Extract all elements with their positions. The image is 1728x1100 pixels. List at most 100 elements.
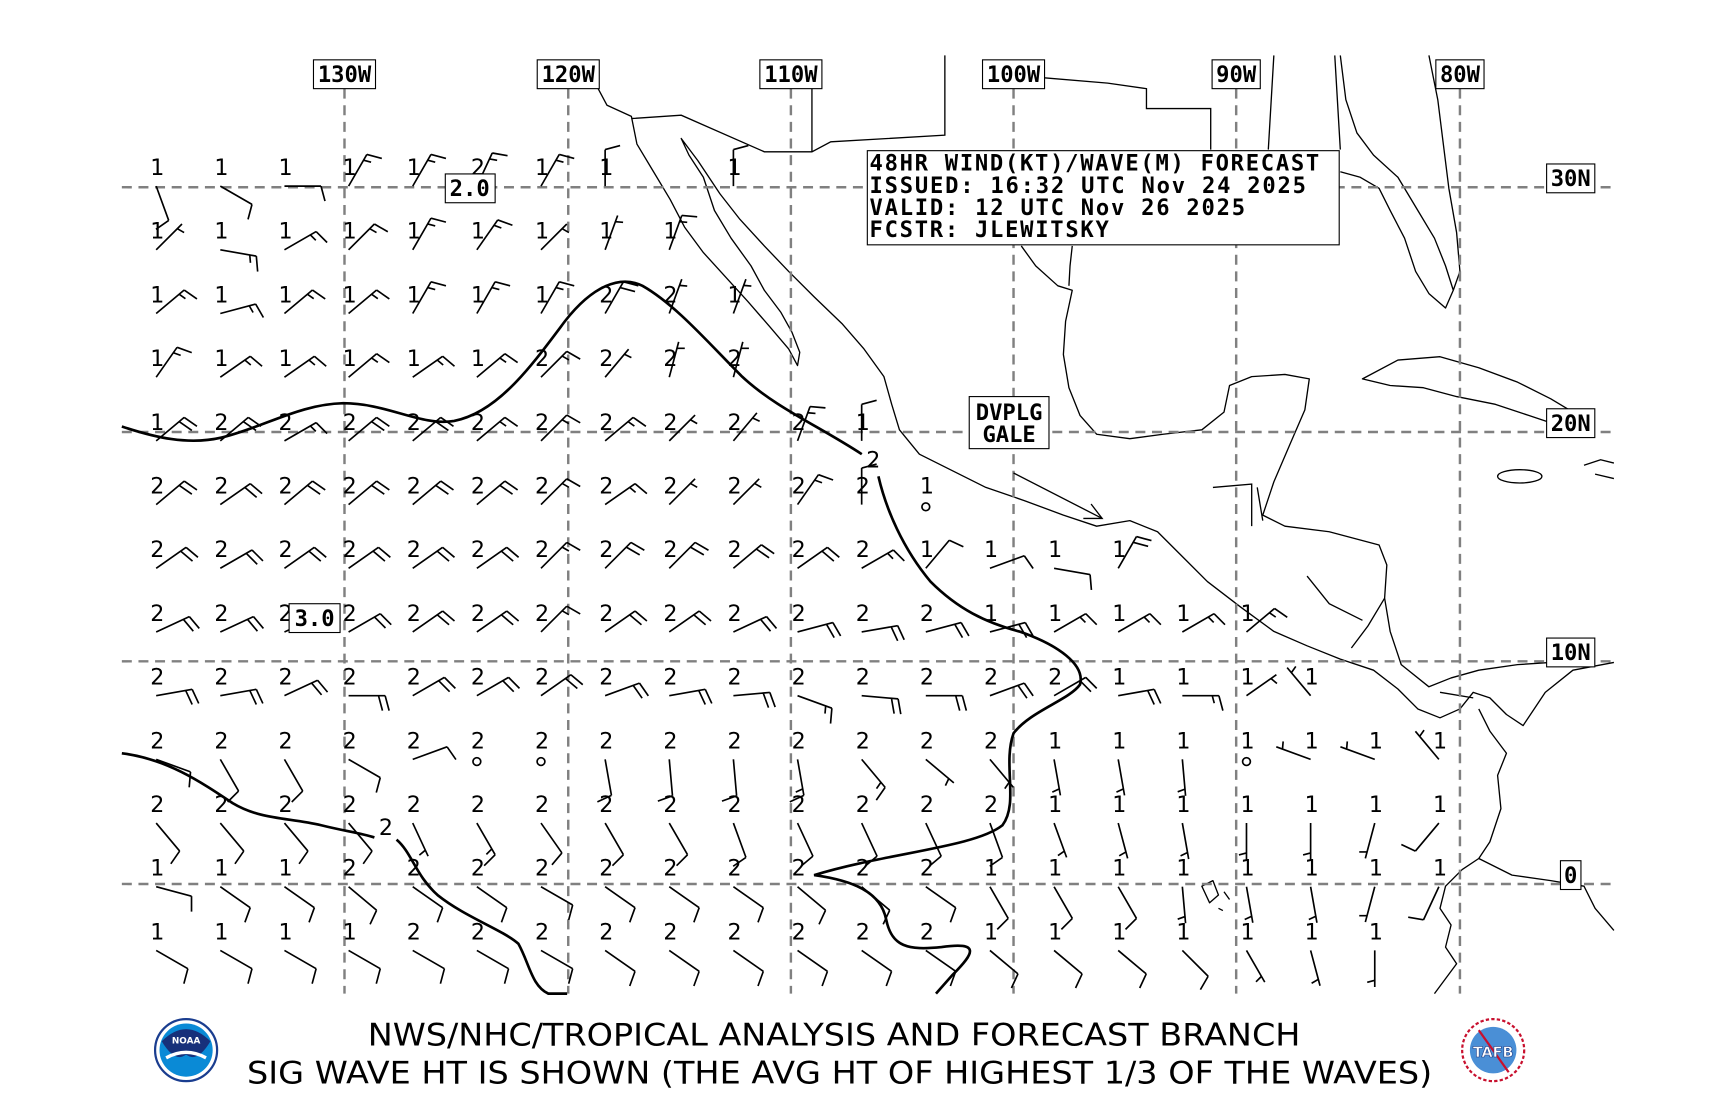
wind-barb-icon	[668, 278, 688, 314]
wind-barb-icon	[1117, 612, 1162, 633]
warning-line1: DVPLG	[976, 400, 1043, 426]
wind-barb-icon	[284, 949, 317, 984]
lon-label-130w: 130W	[318, 62, 372, 88]
wind-barb-icon	[155, 480, 198, 506]
wind-barb-icon	[155, 346, 193, 378]
wave-height-value: 1	[343, 219, 357, 245]
wind-barb-icon	[348, 758, 382, 793]
wave-height-value: 2	[407, 474, 421, 500]
wind-barb-icon	[797, 886, 827, 925]
station-plot: 1	[856, 399, 877, 441]
station-plot: 1	[920, 474, 934, 512]
station-plot: 1	[343, 919, 382, 984]
wind-barb-icon	[155, 289, 198, 315]
calm-wind-icon	[921, 502, 931, 512]
wind-barb-icon	[597, 759, 613, 803]
wave-height-value: 2	[279, 728, 293, 754]
wave-height-value: 1	[920, 474, 934, 500]
tafb-logo: TAFB	[1461, 1018, 1526, 1083]
station-plot: 1	[984, 537, 1034, 570]
lon-label-box	[312, 59, 377, 90]
station-plot: 2	[663, 341, 685, 378]
station-plot: 2	[279, 665, 329, 697]
wind-barb-icon	[219, 482, 263, 506]
wave-height-value: 2	[407, 792, 421, 818]
wind-barb-icon	[283, 355, 327, 378]
wind-barb-icon	[348, 480, 390, 506]
lon-label-120w: 120W	[542, 62, 596, 88]
wave-height-value: 1	[1305, 919, 1319, 945]
station-plot: 1	[599, 215, 624, 251]
wind-barb-icon	[284, 230, 328, 251]
station-plot: 1	[1275, 728, 1319, 761]
station-plot: 2	[856, 856, 891, 925]
wind-barb-icon	[283, 822, 309, 865]
station-plot: 2	[279, 728, 304, 803]
station-plot: 2	[792, 792, 814, 867]
wave-height-value: 1	[727, 155, 741, 181]
wind-barb-icon	[348, 546, 391, 569]
wave-height-value: 2	[727, 346, 741, 372]
wave-height-value: 1	[471, 346, 485, 372]
wave-height-value: 2	[407, 601, 421, 627]
station-plot: 2	[407, 919, 446, 984]
wind-barb-icon	[861, 694, 902, 715]
wind-barb-icon	[219, 549, 264, 569]
wind-barb-icon	[283, 886, 316, 923]
hispaniola-coast	[1583, 459, 1615, 480]
lat-label-box	[1546, 637, 1596, 668]
station-plot: 2	[599, 281, 639, 314]
wind-barb-icon	[733, 691, 776, 708]
wind-barb-icon	[219, 185, 253, 220]
wave-height-value: 2	[535, 856, 549, 882]
wind-barb-icon	[412, 416, 454, 442]
wave-height-value: 2	[471, 856, 485, 882]
wind-barb-icon	[219, 758, 240, 803]
station-plot: 2	[727, 410, 761, 442]
wind-barb-icon	[861, 886, 891, 925]
station-plot: 1	[279, 282, 326, 315]
station-plot: 2	[663, 474, 698, 506]
station-plot: 1	[407, 281, 447, 314]
wave-height-value: 2	[663, 665, 677, 691]
wave-height-value: 1	[1433, 792, 1447, 818]
wave-height-value: 2	[920, 601, 934, 627]
wave-height-value: 2	[920, 728, 934, 754]
wind-barb-icon	[861, 549, 905, 569]
wave-height-value: 2	[471, 792, 485, 818]
wave-height-value: 1	[1112, 601, 1126, 627]
wave-height-value: 1	[1112, 728, 1126, 754]
wind-barb-icon	[412, 886, 444, 923]
station-plot: 2	[407, 410, 454, 442]
station-plot: 2	[214, 665, 264, 705]
wave-height-value: 2	[663, 474, 677, 500]
wave-height-value: 1	[1176, 601, 1190, 627]
station-plot: 2	[535, 792, 563, 866]
station-plot: 1	[1241, 665, 1278, 697]
wind-barb-icon	[1117, 886, 1138, 930]
wind-barb-icon	[348, 289, 390, 315]
station-plot: 1	[214, 282, 265, 318]
wind-barb-icon	[1302, 823, 1312, 860]
wave-height-value: 2	[663, 792, 677, 818]
wind-barb-icon	[797, 949, 829, 987]
wind-barb-icon	[476, 281, 511, 314]
station-plot: 2	[984, 665, 1034, 699]
wave-height-value: 2	[792, 474, 806, 500]
footer-line1: NWS/NHC/TROPICAL ANALYSIS AND FORECAST B…	[368, 1018, 1301, 1054]
wave-height-value: 2	[214, 474, 228, 500]
station-plot: 2	[727, 792, 747, 867]
station-plot: 1	[214, 155, 253, 220]
station-plot: 2	[535, 919, 574, 984]
wave-height-value: 1	[214, 155, 228, 181]
wave-height-value: 2	[279, 474, 293, 500]
wind-barb-icon	[604, 348, 632, 378]
station-plot: 2	[727, 537, 775, 569]
station-plot: 1	[343, 346, 390, 378]
wave-contour-south-continued	[395, 838, 568, 995]
wind-barb-icon	[797, 694, 833, 724]
wind-barb-icon	[540, 886, 574, 921]
station-plot: 2	[150, 474, 198, 506]
wave-height-value: 2	[535, 665, 549, 691]
station-plot: 2	[721, 728, 742, 802]
